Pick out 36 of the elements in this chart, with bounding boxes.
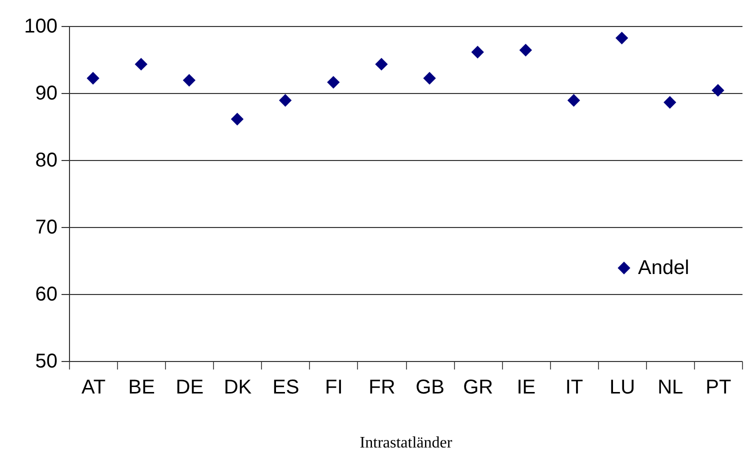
point xyxy=(664,96,676,109)
point xyxy=(375,58,388,71)
legend-label: Andel xyxy=(638,257,690,279)
x-tick-label: IT xyxy=(565,376,584,398)
x-tick-label: NL xyxy=(658,376,684,398)
y-tick-label: 80 xyxy=(35,150,58,172)
y-tick-label: 100 xyxy=(24,16,58,38)
x-tick-label: PT xyxy=(706,376,732,398)
y-tick-label: 50 xyxy=(35,350,58,372)
point xyxy=(423,72,436,85)
point xyxy=(519,44,532,56)
x-axis-title: Intrastatländer xyxy=(360,434,453,452)
x-tick-label: FR xyxy=(368,376,396,398)
x-tick-label: FI xyxy=(325,376,343,398)
y-tick-label: 60 xyxy=(35,284,58,306)
point xyxy=(182,74,196,87)
y-tick-label: 90 xyxy=(35,82,58,104)
x-tick-label: DE xyxy=(176,376,204,398)
point xyxy=(327,76,340,89)
point xyxy=(134,58,148,71)
point xyxy=(230,112,244,126)
x-tick-label: GR xyxy=(463,376,494,398)
x-tick-label: IE xyxy=(516,376,536,398)
y-tick-label: 70 xyxy=(35,216,58,238)
x-tick-label: DK xyxy=(224,376,252,398)
x-tick-label: BE xyxy=(128,376,155,398)
point xyxy=(712,84,724,97)
point xyxy=(567,94,580,107)
x-tick-label: LU xyxy=(610,376,636,398)
x-tick-label: AT xyxy=(81,376,106,398)
point xyxy=(615,32,628,44)
x-tick-label: GB xyxy=(416,376,444,398)
point xyxy=(471,46,484,58)
x-tick-label: ES xyxy=(272,376,300,398)
point xyxy=(86,72,100,85)
point xyxy=(278,94,292,107)
